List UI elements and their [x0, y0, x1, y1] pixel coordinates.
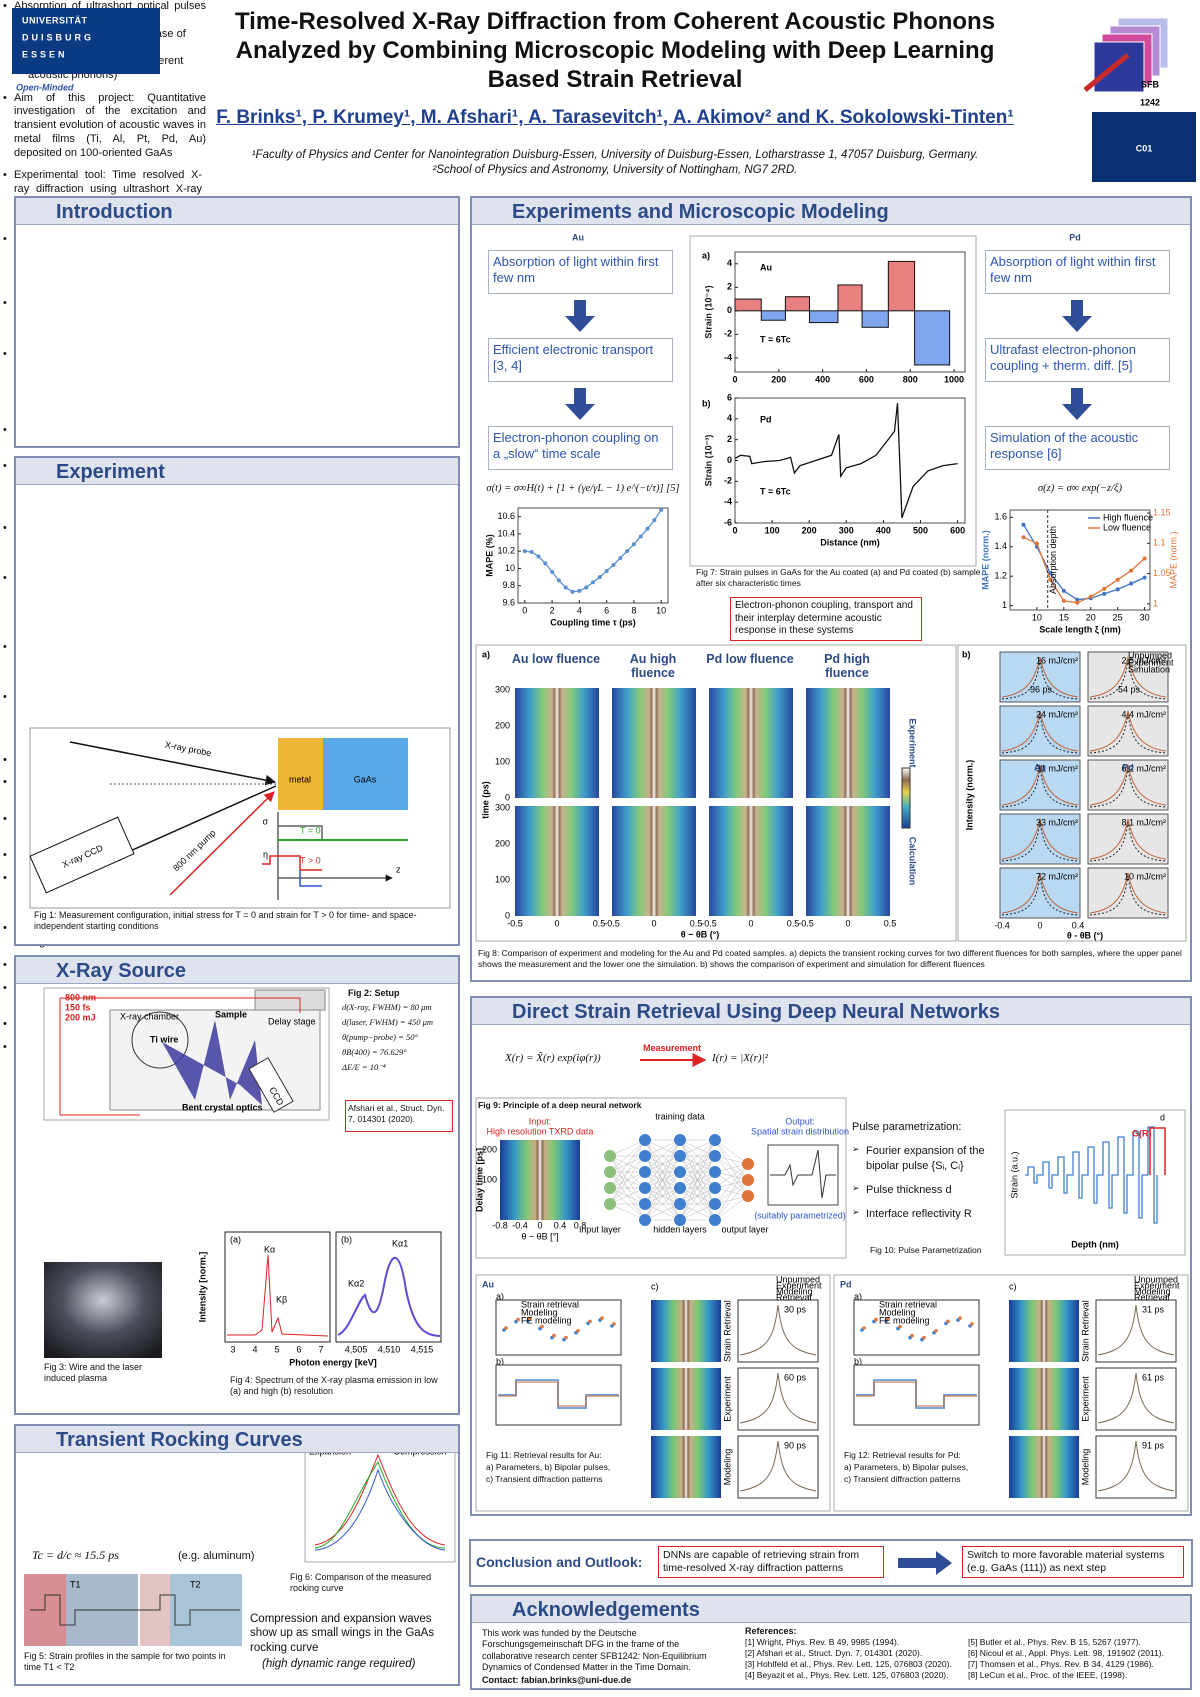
- bullet: Absorption of ultrashort optical pulses …: [3, 0, 206, 83]
- note: (high dynamic range required): [262, 1658, 416, 1670]
- sfb-logo: [1109, 25, 1161, 77]
- figure-caption: a) Parameters, b) Bipolar pulses,: [844, 1462, 969, 1472]
- figure-caption: Fig 7: Strain pulses in GaAs for the Au …: [696, 567, 981, 588]
- column-label: Au low fluence: [511, 652, 601, 666]
- conclusion-label: Conclusion and Outlook:: [476, 1554, 643, 1570]
- section-title: Direct Strain Retrieval Using Deep Neura…: [472, 998, 1190, 1025]
- bullet: Aim of this project: Quantitative invest…: [3, 92, 206, 161]
- column-label: Pd high fluence: [824, 652, 870, 681]
- bullet: Compression and expansion waves show up …: [250, 1613, 435, 1654]
- authors: F. Brinks¹, P. Krumey¹, M. Afshari¹, A. …: [216, 107, 1014, 128]
- sfb-number: 1242: [1140, 97, 1160, 107]
- section-title: Experiments and Microscopic Modeling: [472, 198, 1190, 225]
- section-title: Introduction: [16, 198, 458, 225]
- figure-caption: Fig 9: Principle of a deep neural networ…: [478, 1100, 642, 1110]
- sub-bullet: Pulse thickness d: [852, 1183, 1002, 1197]
- text-box: Simulation of the acoustic response [6]: [985, 426, 1170, 470]
- figure-caption: Fig 2: Setup: [348, 988, 400, 998]
- equation: I(r) = |X(r)|²: [712, 1052, 768, 1064]
- section: [470, 996, 1192, 1516]
- section-title: X-Ray Source: [16, 957, 458, 984]
- figure-caption: Fig 4: Spectrum of the X-ray plasma emis…: [230, 1375, 438, 1397]
- project-box: [1092, 112, 1196, 182]
- setup-param: d(laser, FWHM) = 450 μm: [342, 1017, 433, 1027]
- reference: [2] Afshari et al., Struct. Dyn. 7, 0143…: [745, 1648, 923, 1658]
- equation: σ(z) = σ∞ exp(−z/ξ): [1037, 483, 1123, 494]
- equation-label: Measurement: [642, 1043, 702, 1053]
- conclusion-arrow: [898, 1551, 952, 1575]
- reference: [3] Hohlfeld et al., Phys. Rev. Lett. 12…: [745, 1659, 952, 1669]
- setup-param: θB(400) = 76.629°: [342, 1047, 407, 1057]
- sub-bullet: Interface reflectivity R: [852, 1207, 1002, 1221]
- section-title: Acknowledgements: [472, 1596, 1190, 1623]
- equation: σ(t) = σ∞H(t) + [1 + (γe/γL − 1) e^(−t/τ…: [486, 483, 680, 494]
- bullet-text: Absorption of ultrashort optical pulses …: [14, 0, 206, 26]
- equation: X(r) = X̃(r) exp(iφ(r)): [505, 1052, 601, 1064]
- reference: [4] Beyazit et al., Phys. Rev. Lett. 125…: [745, 1670, 949, 1680]
- contact: Contact: fabian.brinks@uni-due.de: [482, 1675, 632, 1685]
- sub-bullet: Quasi-instantaneous increase of stress/p…: [14, 28, 206, 56]
- poster-title: Time-Resolved X-Ray Diffraction from Coh…: [234, 8, 996, 93]
- ack-text: This work was funded by the Deutsche For…: [482, 1628, 707, 1672]
- bullet-list: Pulse parametrization: Fourier expansion …: [852, 1120, 1002, 1231]
- figure-caption: c) Transient diffraction patterns: [486, 1474, 603, 1484]
- bullet: Pulse parametrization:: [852, 1121, 962, 1133]
- sub-bullet: Fourier expansion of the bipolar pulse {…: [852, 1144, 1002, 1173]
- sfb-logo: [1101, 33, 1153, 85]
- reference: [1] Wright, Phys. Rev. B 49, 9985 (1994)…: [745, 1637, 900, 1647]
- column-label: Au high fluence: [629, 652, 677, 681]
- sfb-label: SFB: [1141, 79, 1160, 89]
- figure-caption: Fig 5: Strain profiles in the sample for…: [24, 1651, 226, 1673]
- reference: [6] Nicoul et al., Appl. Phys. Lett. 98,…: [968, 1648, 1164, 1658]
- figure-caption: a) Parameters, b) Bipolar pulses,: [486, 1462, 611, 1472]
- reference: [5] Butler et al., Phys. Rev. B 15, 5267…: [968, 1637, 1141, 1647]
- conclusion-box: Switch to more favorable material system…: [962, 1546, 1184, 1579]
- sub-bullet: Acoustic strain waves (coherent acoustic…: [14, 55, 206, 83]
- affiliation: ¹Faculty of Physics and Center for Nanoi…: [251, 149, 979, 161]
- references-title: References:: [745, 1626, 797, 1636]
- figure-caption: c) Transient diffraction patterns: [844, 1474, 961, 1484]
- callout: Electron-phonon coupling, transport and …: [730, 597, 922, 641]
- equation: Tc = d/c ≈ 15.5 ps: [32, 1548, 119, 1562]
- figure-caption: Fig 1: Measurement configuration, initia…: [34, 910, 417, 932]
- section: [470, 196, 1192, 982]
- column-label: Pd low fluence: [706, 652, 794, 666]
- sfb-arrow: [1083, 53, 1130, 92]
- ref-box: Afshari et al., Struct. Dyn. 7, 014301 (…: [345, 1100, 453, 1132]
- figure-caption: Fig 8: Comparison of experiment and mode…: [478, 948, 1182, 969]
- figure-caption: Fig 3: Wire and the laser induced plasma: [44, 1362, 143, 1384]
- figure-caption: Fig 12: Retrieval results for Pd:: [844, 1450, 961, 1460]
- bullet-list: Absorption of ultrashort optical pulses …: [0, 0, 206, 160]
- text-box: Absorption of light within first few nm: [985, 250, 1170, 294]
- project-code: C01: [1136, 143, 1153, 153]
- text-box: Ultrafast electron-phonon coupling + the…: [985, 338, 1170, 382]
- sfb-logo: [1093, 41, 1145, 93]
- text-box: Electron-phonon coupling on a „slow“ tim…: [488, 426, 673, 470]
- setup-param: ΔE/E = 10⁻⁴: [342, 1062, 386, 1072]
- setup-param: d(X-ray, FWHM) = 80 μm: [342, 1002, 432, 1012]
- note: (e.g. aluminum): [178, 1550, 255, 1562]
- reference: [8] LeCun et al., Proc. of the IEEE, (19…: [968, 1670, 1128, 1680]
- affiliation: ²School of Physics and Astronomy, Univer…: [432, 164, 798, 176]
- text-box: Efficient electronic transport [3, 4]: [488, 338, 673, 382]
- setup-param: θ(pump−probe) = 50°: [342, 1032, 418, 1042]
- sfb-logo: [1117, 17, 1169, 69]
- figure-caption: Fig 6: Comparison of the measured rockin…: [290, 1572, 432, 1594]
- section-title: Experiment: [16, 458, 458, 485]
- figure-caption: Fig 10: Pulse Parametrization: [870, 1245, 982, 1255]
- text-box: Absorption of light within first few nm: [488, 250, 673, 294]
- figure-caption: Fig 11: Retrieval results for Au:: [486, 1450, 602, 1460]
- reference: [7] Thomsen et al., Phys. Rev. B 34, 412…: [968, 1659, 1154, 1669]
- section: [14, 196, 460, 448]
- conclusion-box: DNNs are capable of retrieving strain fr…: [658, 1546, 884, 1579]
- section: [14, 456, 460, 946]
- section-title: Transient Rocking Curves: [16, 1426, 458, 1453]
